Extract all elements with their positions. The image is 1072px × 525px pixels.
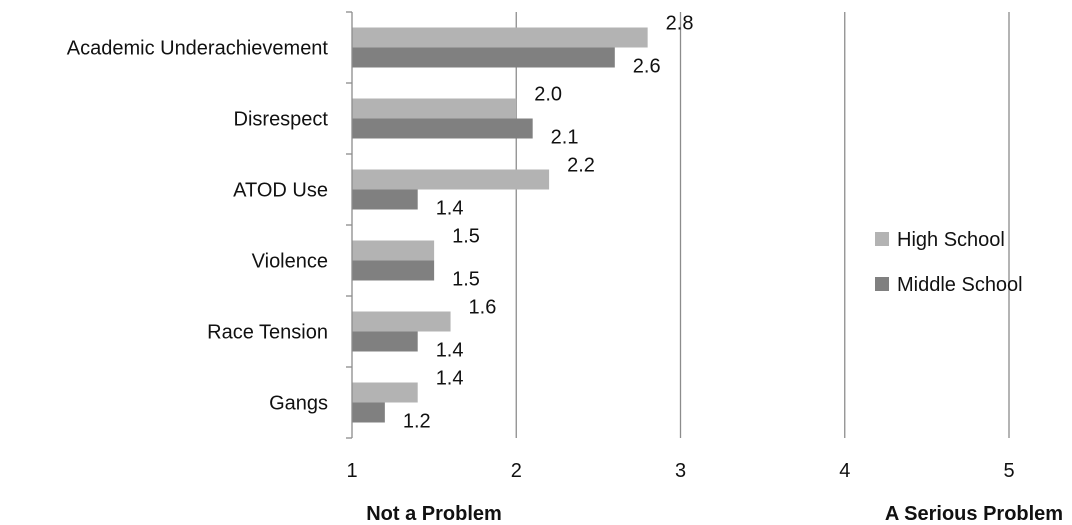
x-tick-label-5: 5 — [1003, 460, 1014, 482]
category-axis — [346, 11, 353, 439]
bar-middle-school — [352, 260, 435, 281]
data-label-high-school: 1.4 — [436, 368, 464, 390]
x-tick-label-4: 4 — [839, 460, 850, 482]
bar-middle-school — [352, 47, 615, 68]
bar-high-school — [352, 382, 418, 403]
legend-swatch-high-school — [875, 232, 889, 246]
data-label-middle-school: 1.5 — [452, 269, 480, 291]
data-label-middle-school: 2.1 — [551, 127, 579, 149]
bar-middle-school — [352, 189, 418, 210]
data-label-middle-school: 1.4 — [436, 340, 464, 362]
category-label: Gangs — [269, 393, 328, 415]
data-label-high-school: 2.8 — [666, 13, 694, 35]
x-tick-label-3: 3 — [675, 460, 686, 482]
data-label-middle-school: 1.2 — [403, 411, 431, 433]
category-labels: Academic Underachievement Disrespect ATOD … — [67, 38, 329, 415]
data-label-high-school: 1.6 — [469, 297, 497, 319]
bar-middle-school — [352, 402, 385, 423]
category-label: Disrespect — [234, 109, 329, 131]
legend-label-middle-school: Middle School — [897, 274, 1023, 296]
data-labels: 2.82.62.02.12.21.41.51.51.61.41.41.2 — [403, 13, 694, 433]
data-label-high-school: 2.2 — [567, 155, 595, 177]
data-label-high-school: 2.0 — [534, 84, 562, 106]
legend-item-high-school: High School — [875, 229, 1005, 251]
category-label: Race Tension — [207, 322, 328, 344]
legend-label-high-school: High School — [897, 229, 1005, 251]
bar-high-school — [352, 169, 550, 190]
bar-high-school — [352, 98, 517, 119]
bar-high-school — [352, 311, 451, 332]
category-label: ATOD Use — [233, 180, 328, 202]
data-label-high-school: 1.5 — [452, 226, 480, 248]
low-end-label: Not a Problem — [366, 503, 502, 525]
high-end-label: A Serious Problem — [885, 503, 1063, 525]
bar-middle-school — [352, 118, 533, 139]
x-tick-label-2: 2 — [511, 460, 522, 482]
legend-item-middle-school: Middle School — [875, 274, 1023, 296]
legend: High School Middle School — [875, 229, 1023, 296]
data-label-middle-school: 1.4 — [436, 198, 464, 220]
x-tick-label-1: 1 — [346, 460, 357, 482]
x-tick-labels: 1 2 3 4 5 — [346, 460, 1014, 482]
category-label: Academic Underachievement — [67, 38, 329, 60]
bar-high-school — [352, 27, 648, 48]
gridlines — [515, 12, 1010, 438]
bar-middle-school — [352, 331, 418, 352]
bars — [352, 27, 648, 423]
legend-swatch-middle-school — [875, 277, 889, 291]
data-label-middle-school: 2.6 — [633, 56, 661, 78]
bar-high-school — [352, 240, 435, 261]
category-label: Violence — [252, 251, 328, 273]
